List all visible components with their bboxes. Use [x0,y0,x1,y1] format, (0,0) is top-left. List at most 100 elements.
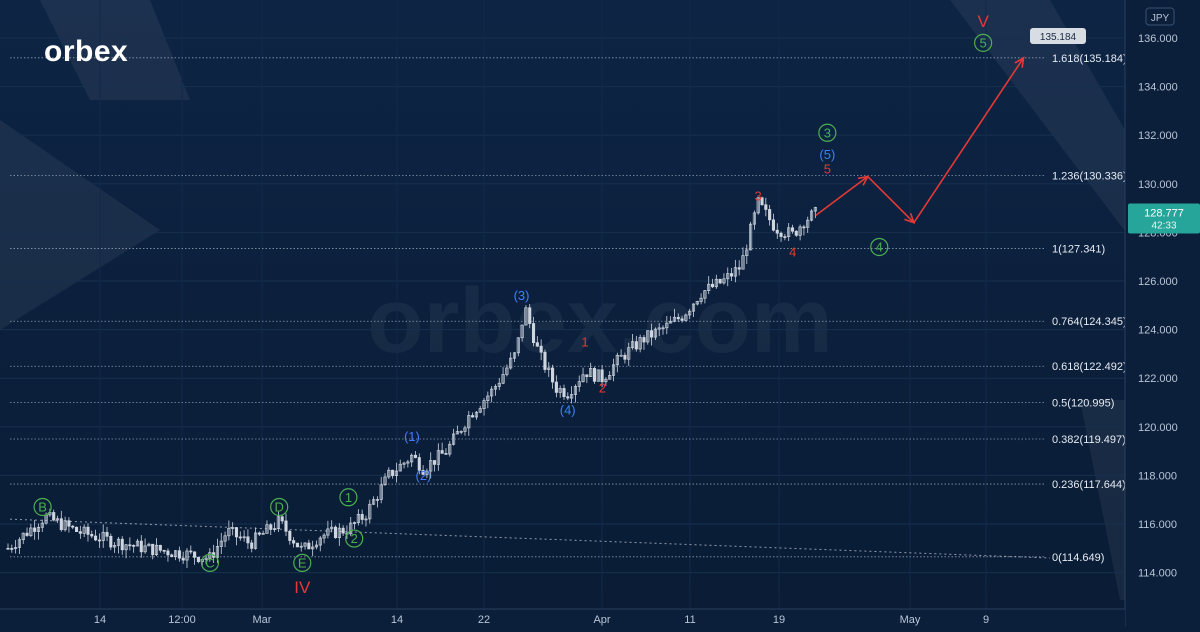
time-axis[interactable]: 14 12:00 Mar 14 22 Apr 11 19 May 9 [94,614,989,626]
candle-body [276,516,280,529]
fib-label: 1(127.341) [1052,243,1105,255]
x-tick-label: 22 [478,614,490,626]
wave-label: V [977,12,989,31]
candle-body [368,503,372,520]
candle-body [501,374,505,384]
candle-body [250,542,254,549]
candle-body [562,388,566,398]
candle-body [718,278,722,284]
candle-body [615,354,619,366]
projection-segment [815,175,869,217]
candle-body [196,556,200,563]
x-tick-label: 14 [94,614,106,626]
candle-body [726,273,730,280]
candle-body [17,539,21,548]
candle-body [74,526,79,532]
projection-path [815,56,1025,224]
candle-body [307,542,311,550]
bar-countdown: 42:33 [1151,221,1176,232]
y-tick-label: 122.000 [1138,373,1178,385]
candle-body [478,408,482,413]
candle-body [440,450,444,454]
y-tick-label: 118.000 [1138,470,1177,482]
candle-body [448,443,452,455]
candle-body [21,532,25,541]
candle-body [292,540,296,544]
candle-body [787,227,791,237]
candle-body [318,537,322,546]
price-axis-panel [1125,0,1200,627]
trend-line-segment [9,518,1051,559]
candle-body [421,470,425,475]
candle-body [356,513,360,523]
candle-body [59,518,63,531]
candle-body [387,469,391,478]
candle-body [512,352,517,359]
candle-body [132,545,136,547]
candle-body [402,462,406,465]
wave-label-circle [345,529,364,548]
candle-body [638,337,642,350]
candle-body [410,454,414,463]
grid-layer [0,0,1125,609]
candle-body [646,330,650,343]
candle-body [166,550,170,556]
fib-label: 0.5(120.995) [1052,398,1114,410]
wave-label: 4 [876,239,883,254]
candle-body [535,342,539,347]
candle-body [170,554,174,558]
candle-body [36,526,41,532]
y-tick-label: 120.000 [1138,422,1178,434]
wave-label: 2 [351,531,358,546]
wave-label: C [205,555,214,570]
candle-body [783,236,787,238]
candle-body [806,219,810,228]
candle-body [364,518,368,521]
candle-body [311,546,315,550]
candle-body [219,540,223,547]
wave-label-circle [974,33,993,52]
currency-badge[interactable]: JPY [1151,13,1170,24]
candle-body [467,415,471,429]
candle-body [284,520,288,532]
candle-body [265,524,269,534]
candle-body [452,433,456,445]
candle-body [627,347,631,360]
fib-label: 0(114.649) [1052,552,1104,564]
candle-body [771,219,775,231]
candle-body [314,544,319,548]
candle-body [779,232,783,237]
candle-body [764,204,768,210]
current-price: 128.777 [1144,208,1184,220]
candle-body [299,545,303,548]
candle-body [14,547,18,549]
candle-body [802,226,806,229]
wave-label-circle [818,123,837,142]
wave-label-circle [270,497,289,517]
wave-label: 5 [824,162,831,177]
candle-body [253,532,258,549]
candle-body [486,395,490,401]
candle-body [432,460,437,465]
wave-label: (2) [415,468,431,483]
fib-label: 0.764(124.345) [1052,316,1127,328]
candle-body [242,536,246,539]
candle-body [189,550,193,553]
candle-body [322,534,326,539]
candle-body [650,330,654,338]
candle-body [208,552,212,559]
price-axis[interactable]: 114.000 116.000 118.000 120.000 122.000 124.0… [1138,33,1178,580]
candle-body [611,364,616,376]
candle-body [139,540,143,553]
candle-body [280,516,284,522]
candle-body [509,357,513,369]
wave-label: 3 [824,125,831,140]
candle-body [113,545,117,548]
candle-body [128,544,132,547]
candle-body [97,539,101,542]
candle-body [273,528,277,530]
candle-body [604,378,608,383]
candle-body [109,535,113,548]
